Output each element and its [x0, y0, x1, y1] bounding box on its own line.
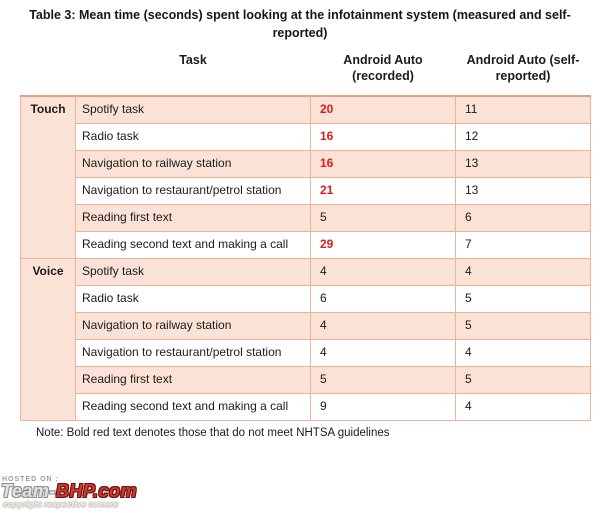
table-row: Reading second text and making a call 9 4 — [21, 392, 591, 421]
self-reported-value-cell: 13 — [455, 176, 591, 205]
self-reported-value-cell: 4 — [455, 338, 591, 367]
table-body: Touch Spotify task 20 11 Radio task 16 12 Navig… — [20, 94, 591, 421]
self-reported-value-cell: 13 — [455, 149, 591, 178]
task-cell: Spotify task — [75, 94, 311, 124]
recorded-value-cell: 6 — [310, 284, 456, 313]
table-row: Navigation to restaurant/petrol station 4… — [21, 338, 591, 367]
self-reported-value-cell: 6 — [455, 203, 591, 232]
table-row: Navigation to railway station 4 5 — [21, 311, 591, 340]
self-reported-value-cell: 7 — [455, 230, 591, 259]
task-cell: Reading second text and making a call — [75, 392, 311, 421]
recorded-value-cell: 16 — [310, 122, 456, 151]
section-label-touch: Touch — [20, 94, 76, 259]
logo-bhp-part: BHP — [55, 481, 94, 501]
table-row: Navigation to railway station 16 13 — [21, 149, 591, 178]
recorded-value-cell: 29 — [310, 230, 456, 259]
task-cell: Reading first text — [75, 365, 311, 394]
table-row: Reading first text 5 5 — [21, 365, 591, 394]
task-cell: Spotify task — [75, 257, 311, 286]
self-reported-value-cell: 11 — [455, 94, 591, 124]
task-cell: Navigation to railway station — [75, 149, 311, 178]
task-cell: Navigation to restaurant/petrol station — [75, 176, 311, 205]
self-reported-value-cell: 5 — [455, 365, 591, 394]
recorded-value-cell: 5 — [310, 203, 456, 232]
header-task: Task — [75, 50, 311, 96]
recorded-value-cell: 20 — [310, 94, 456, 124]
self-reported-value-cell: 4 — [455, 392, 591, 421]
recorded-value-cell: 4 — [310, 257, 456, 286]
table-row: Touch Spotify task 20 11 — [20, 94, 591, 259]
header-group-spacer — [20, 50, 76, 96]
header-row: Task Android Auto (recorded) Android Aut… — [20, 50, 591, 96]
header-android-auto-self-reported: Android Auto (self-reported) — [455, 50, 591, 96]
recorded-value-cell: 4 — [310, 311, 456, 340]
table-row: Radio task 6 5 — [21, 284, 591, 313]
self-reported-value-cell: 4 — [455, 257, 591, 286]
header-android-auto-recorded: Android Auto (recorded) — [310, 50, 456, 96]
table-row: Reading first text 5 6 — [21, 203, 591, 232]
footnote: Note: Bold red text denotes those that d… — [36, 426, 390, 439]
recorded-value-cell: 9 — [310, 392, 456, 421]
recorded-value-cell: 4 — [310, 338, 456, 367]
recorded-value-cell: 16 — [310, 149, 456, 178]
table-row: Reading second text and making a call 29 7 — [21, 230, 591, 259]
logo-team-part: Team- — [1, 481, 56, 501]
task-cell: Navigation to restaurant/petrol station — [75, 338, 311, 367]
self-reported-value-cell: 12 — [455, 122, 591, 151]
task-cell: Reading first text — [75, 203, 311, 232]
table-header: Task Android Auto (recorded) Android Aut… — [20, 50, 591, 96]
table-row: Voice Spotify task 4 4 — [20, 257, 591, 421]
copyright-watermark: copyright respective owners — [3, 499, 119, 509]
section-label-voice: Voice — [20, 257, 76, 421]
task-cell: Reading second text and making a call — [75, 230, 311, 259]
table-title: Table 3: Mean time (seconds) spent looki… — [29, 8, 571, 40]
teambhp-logo: Team-BHP.com — [1, 481, 137, 502]
table-row: Navigation to restaurant/petrol station 2… — [21, 176, 591, 205]
recorded-value-cell: 21 — [310, 176, 456, 205]
recorded-value-cell: 5 — [310, 365, 456, 394]
infotainment-table: Task Android Auto (recorded) Android Aut… — [20, 50, 591, 421]
task-cell: Radio task — [75, 284, 311, 313]
table-row: Radio task 16 12 — [21, 122, 591, 151]
self-reported-value-cell: 5 — [455, 311, 591, 340]
self-reported-value-cell: 5 — [455, 284, 591, 313]
task-cell: Navigation to railway station — [75, 311, 311, 340]
task-cell: Radio task — [75, 122, 311, 151]
logo-com-part: .com — [93, 481, 138, 501]
hosted-on-label: HOSTED ON : — [2, 476, 59, 483]
